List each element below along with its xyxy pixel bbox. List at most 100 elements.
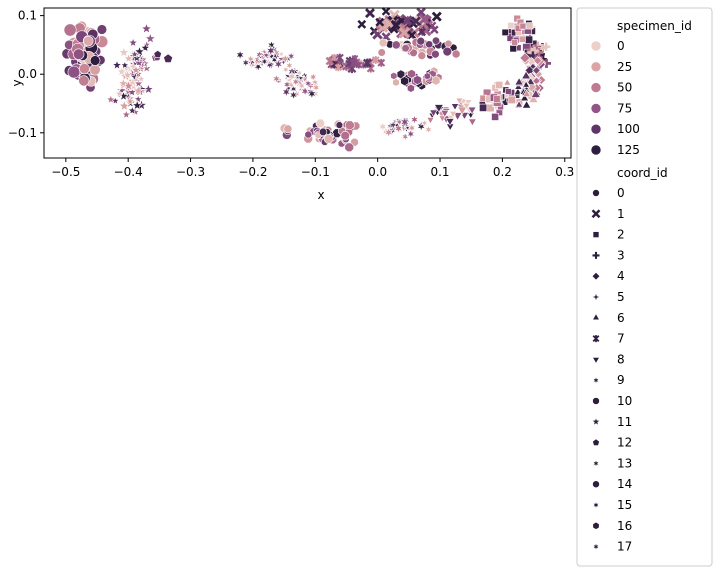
- data-point: [315, 118, 325, 128]
- x-tick-label: −0.1: [301, 165, 330, 179]
- data-point: [286, 50, 296, 62]
- data-point: [116, 65, 128, 77]
- legend-style-entry: 11: [591, 415, 632, 429]
- legend-style-entry: 1: [591, 207, 625, 221]
- data-point: [521, 100, 532, 109]
- data-point: [519, 22, 527, 30]
- data-point: [402, 15, 413, 26]
- data-point: [129, 49, 140, 59]
- data-point: [273, 58, 284, 71]
- data-point: [133, 94, 144, 104]
- legend-label: 100: [617, 122, 640, 136]
- data-point: [311, 82, 321, 93]
- legend-label: 1: [617, 207, 625, 221]
- legend-style-title: coord_id: [617, 166, 668, 180]
- legend-style-entry: 17: [591, 540, 632, 554]
- data-point: [495, 81, 504, 89]
- data-point: [381, 7, 391, 16]
- data-point: [519, 52, 531, 64]
- data-point: [455, 97, 464, 105]
- legend-marker: [592, 397, 600, 405]
- x-axis-label: x: [317, 188, 324, 202]
- data-point: [271, 73, 282, 85]
- data-point: [280, 52, 291, 65]
- legend-swatch: [590, 40, 602, 52]
- data-point: [520, 93, 530, 102]
- data-point: [78, 63, 90, 75]
- data-point: [300, 85, 311, 97]
- data-point: [393, 122, 404, 135]
- data-point: [530, 46, 539, 56]
- legend: specimen_id coord_id 0255075100125012345…: [576, 7, 713, 567]
- legend-marker: [592, 521, 600, 530]
- data-point: [467, 106, 477, 115]
- x-tick-label: −0.5: [51, 165, 80, 179]
- data-point: [260, 56, 269, 67]
- legend-style-entry: 2: [592, 228, 625, 242]
- data-point: [522, 89, 531, 97]
- data-point: [377, 120, 388, 133]
- data-point: [525, 76, 536, 86]
- data-point: [377, 58, 386, 67]
- legend-style-entry: 14: [592, 477, 632, 491]
- data-point: [114, 88, 125, 98]
- data-point: [409, 113, 420, 126]
- legend-label: 16: [617, 519, 632, 533]
- x-tick-label: 0.0: [368, 165, 387, 179]
- data-point: [528, 94, 539, 103]
- data-point: [425, 40, 434, 49]
- legend-style-entry: 3: [592, 248, 625, 262]
- data-point: [125, 96, 136, 106]
- data-point: [133, 78, 144, 89]
- data-point: [440, 109, 450, 118]
- data-point: [340, 131, 350, 141]
- data-point: [235, 49, 246, 61]
- data-point: [140, 22, 153, 34]
- legend-label: 75: [617, 101, 632, 115]
- data-point: [371, 56, 380, 64]
- data-point: [360, 61, 367, 69]
- data-point: [254, 49, 264, 60]
- data-point: [163, 53, 173, 63]
- data-point: [323, 134, 334, 144]
- data-point: [406, 128, 416, 140]
- legend-box: [576, 7, 713, 567]
- legend-label: 8: [617, 352, 625, 366]
- data-point: [532, 66, 541, 75]
- legend-marker: [591, 416, 601, 426]
- data-point: [398, 27, 411, 39]
- data-point: [89, 55, 101, 66]
- data-point: [286, 70, 297, 83]
- data-point: [451, 49, 461, 59]
- legend-swatch: [590, 82, 602, 93]
- legend-hue-title: specimen_id: [617, 19, 692, 33]
- legend-label: 2: [617, 228, 625, 242]
- data-point: [96, 24, 108, 35]
- data-point: [294, 67, 304, 78]
- data-point: [392, 78, 400, 87]
- legend-swatch: [590, 123, 602, 135]
- data-point: [283, 124, 293, 134]
- y-axis-label: y: [10, 79, 24, 86]
- data-point: [63, 23, 77, 37]
- legend-marker: [592, 251, 600, 259]
- legend-label: 125: [617, 143, 640, 157]
- data-point: [140, 42, 151, 53]
- data-point: [127, 105, 138, 115]
- data-point: [383, 126, 394, 139]
- legend-label: 4: [617, 269, 625, 283]
- legend-hue-entry: 25: [590, 60, 632, 74]
- legend-label: 12: [617, 436, 632, 450]
- legend-swatch: [590, 103, 602, 114]
- legend-marker: [591, 271, 601, 281]
- data-point: [424, 124, 433, 135]
- data-point: [442, 46, 453, 57]
- x-tick-label: −0.3: [176, 165, 205, 179]
- legend-marker: [591, 313, 601, 321]
- data-point: [493, 95, 501, 103]
- data-point: [365, 8, 375, 19]
- legend-marker: [591, 357, 601, 365]
- data-point: [319, 127, 328, 136]
- data-point: [522, 80, 531, 88]
- data-point: [416, 7, 426, 17]
